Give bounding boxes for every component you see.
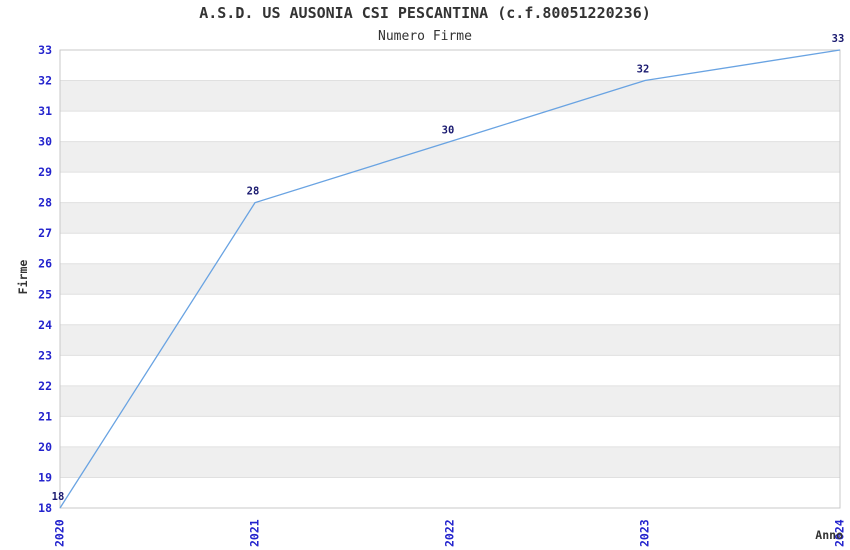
x-tick-label: 2022 [443,519,457,547]
y-tick-label: 31 [38,104,52,118]
plot-band [60,141,840,173]
y-tick-label: 18 [38,501,52,515]
y-tick-label: 23 [38,348,52,362]
y-tick-label: 21 [38,409,52,423]
data-point-labels: 18 28 30 32 33 [52,33,845,503]
plot-band [60,263,840,295]
y-axis-tick-labels: 18 19 20 21 22 23 24 25 26 27 28 29 30 31 32 33 [38,43,52,515]
y-tick-label: 25 [38,287,52,301]
data-point-label: 32 [637,64,650,76]
x-tick-label: 2020 [53,519,67,547]
plot-band [60,446,840,478]
x-axis-title: Anno [815,528,843,542]
y-tick-label: 33 [38,43,52,57]
y-tick-label: 30 [38,135,52,149]
plot-band [60,202,840,234]
y-tick-label: 22 [38,379,52,393]
y-tick-label: 28 [38,196,52,210]
chart-subtitle: Numero Firme [378,29,472,44]
x-axis-tick-labels: 2020 2021 2022 2023 2024 [53,519,847,547]
series-line [59,49,841,509]
data-point-label: 30 [442,125,455,137]
y-tick-label: 32 [38,74,52,88]
plot-band [60,80,840,112]
plot-border [59,49,841,509]
plot-bands [60,80,840,478]
data-series [59,49,841,509]
plot-band [60,324,840,356]
data-point-label: 28 [247,186,260,198]
y-tick-label: 20 [38,440,52,454]
x-tick-label: 2021 [248,519,262,547]
plot-band [60,385,840,417]
data-point-label: 33 [832,33,845,45]
chart-title: A.S.D. US AUSONIA CSI PESCANTINA (c.f.80… [199,4,651,22]
data-point-label: 18 [52,491,65,503]
y-axis-title: Firme [16,260,30,295]
y-tick-label: 26 [38,257,52,271]
x-tick-label: 2023 [638,519,652,547]
y-tick-label: 19 [38,470,52,484]
y-tick-label: 27 [38,226,52,240]
y-tick-label: 24 [38,318,52,332]
x-tick-label: 2024 [833,519,847,547]
y-tick-label: 29 [38,165,52,179]
